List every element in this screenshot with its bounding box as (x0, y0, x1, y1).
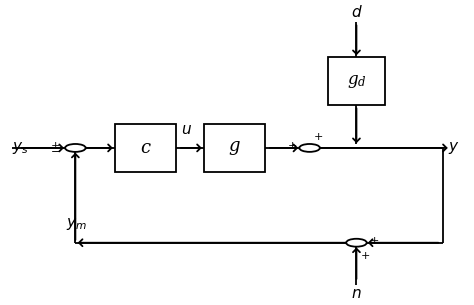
Text: $+$: $+$ (313, 131, 323, 142)
Text: $g$: $g$ (228, 139, 241, 157)
Text: $y_m$: $y_m$ (66, 216, 87, 231)
Bar (204, 124, 265, 172)
Text: $d$: $d$ (351, 4, 362, 20)
Text: $+$: $+$ (50, 140, 60, 152)
Bar (115, 124, 176, 172)
Ellipse shape (346, 239, 367, 247)
Text: $y_s$: $y_s$ (12, 140, 29, 156)
Text: $u$: $u$ (181, 123, 192, 137)
Bar (328, 57, 384, 106)
Text: $n$: $n$ (351, 287, 362, 301)
Text: $+$: $+$ (287, 140, 297, 152)
Text: $c$: $c$ (140, 139, 152, 157)
Text: $+$: $+$ (360, 250, 370, 261)
Text: $-$: $-$ (50, 145, 60, 155)
Text: $+$: $+$ (369, 235, 379, 246)
Ellipse shape (299, 144, 320, 152)
Ellipse shape (65, 144, 86, 152)
Text: $y$: $y$ (448, 140, 459, 156)
Text: $g_d$: $g_d$ (346, 73, 366, 89)
